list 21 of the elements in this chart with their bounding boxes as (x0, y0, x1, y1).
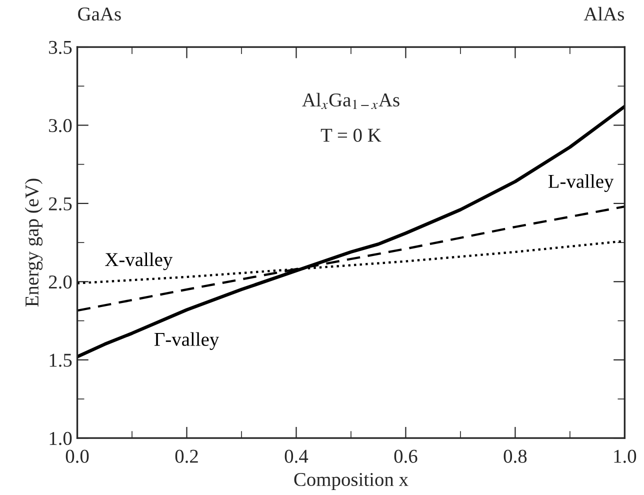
series-label: L-valley (548, 174, 614, 192)
x-axis-title: Composition x (294, 472, 408, 490)
y-axis-title: Energy gap (eV) (24, 178, 43, 307)
x-tick-label: 0.2 (175, 450, 198, 463)
annotation: T = 0 K (320, 128, 382, 142)
y-tick-label: 2.5 (48, 197, 72, 210)
text: AlAs (584, 6, 624, 21)
y-tick-label: 2.0 (48, 275, 72, 289)
x-tick-label: 1.0 (614, 450, 636, 463)
y-tick-label: 1.5 (50, 354, 72, 367)
x-tick-label: 0.8 (504, 450, 527, 463)
y-tick-label: 3.5 (49, 40, 72, 54)
series-label: Γ-valley (154, 332, 220, 350)
x-tick-label: 0.4 (284, 450, 308, 463)
y-tick-label: 3.0 (49, 119, 72, 132)
x-tick-label: 0.0 (66, 450, 89, 463)
annotation: Al$_{x}$Ga$_{1−x}$As (302, 92, 400, 110)
text: GaAs (78, 8, 121, 21)
x-tick-label: 0.6 (394, 450, 418, 463)
y-tick-label: 1.0 (50, 432, 72, 446)
series-label: X-valley (105, 252, 173, 270)
